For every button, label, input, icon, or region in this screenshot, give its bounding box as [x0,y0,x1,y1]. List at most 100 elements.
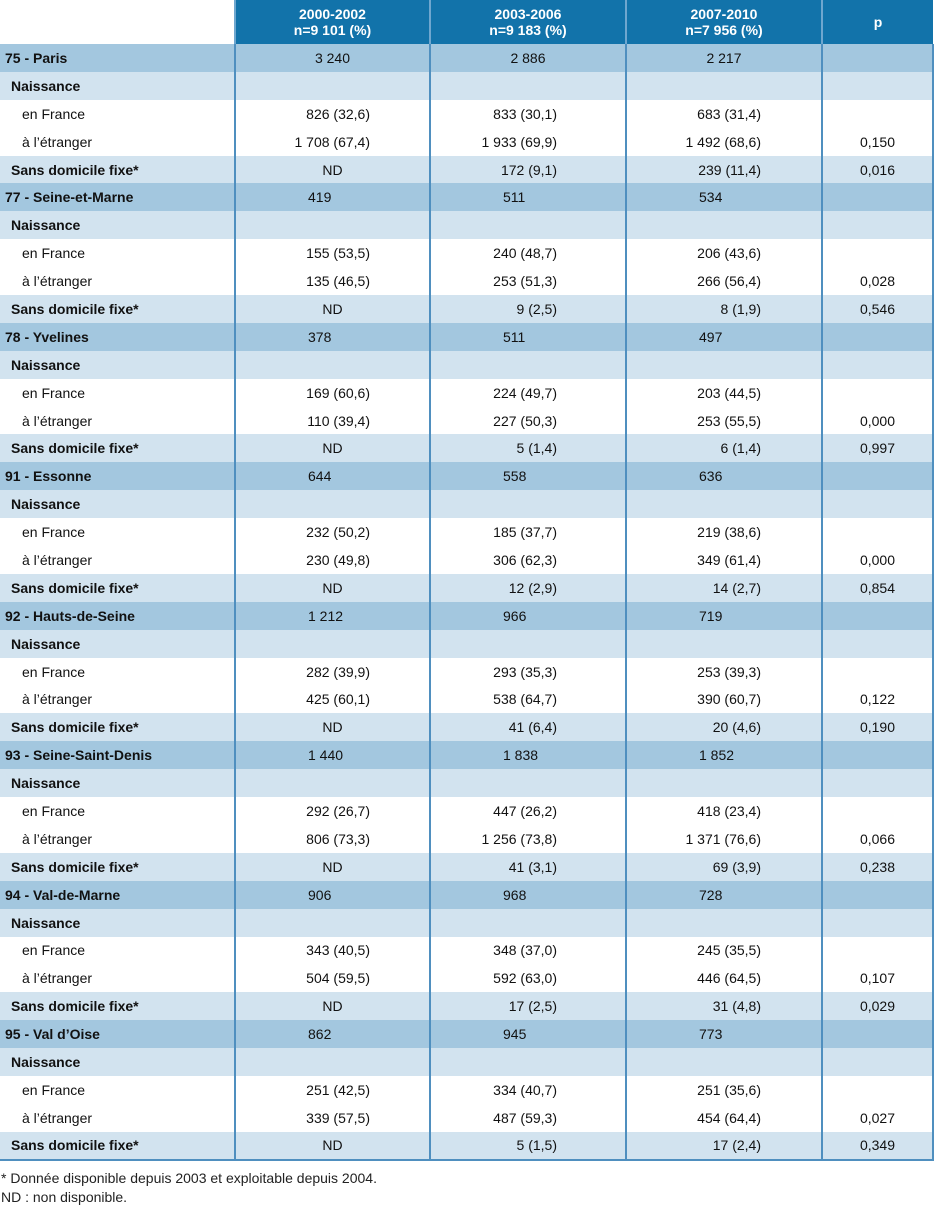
header-period-label: 2007-2010 [690,6,758,22]
footnote-nd: ND : non disponible. [1,1188,128,1205]
total-cell: 511 [429,322,626,351]
total-cell: 906 [234,880,430,909]
value-cell: 253 (55,5) [625,406,822,435]
value-cell: 169 (60,6) [234,378,430,407]
empty-cell [429,71,626,100]
total-cell: 636 [625,462,822,491]
value-cell: 5 (1,5) [429,1131,626,1161]
en-france-label: en France [0,239,235,268]
value-cell: ND [234,713,430,742]
naissance-row: Naissance [0,629,934,658]
value-cell: 826 (32,6) [234,99,430,128]
header-period-label: 2000-2002 [299,6,366,22]
value-cell: ND [234,155,430,184]
p-value-cell: 0,107 [821,964,934,993]
value-cell: 203 (44,5) [625,378,822,407]
naissance-row: Naissance [0,211,934,240]
empty-cell [429,629,626,658]
sans-domicile-fixe-row: Sans domicile fixe* ND 9 (2,5) 8 (1,9) 0,546 [0,295,934,323]
naissance-label: Naissance [0,71,235,100]
department-row: 93 - Seine-Saint-Denis 1 440 1 838 1 852 [0,741,934,770]
p-value-cell: 0,016 [821,155,934,184]
naissance-row: Naissance [0,908,934,937]
value-cell: 447 (26,2) [429,797,626,825]
p-value-cell [821,769,934,798]
footnotes: * Donnée disponible depuis 2003 et explo… [0,1169,934,1207]
p-value-cell: 0,000 [821,546,934,574]
header-count-label: n=7 956 (%) [685,22,763,38]
value-cell: 343 (40,5) [234,936,430,965]
value-cell: 227 (50,3) [429,406,626,435]
value-cell: 390 (60,7) [625,685,822,714]
value-cell: 155 (53,5) [234,239,430,268]
total-cell: 1 838 [429,741,626,770]
p-value-cell [821,880,934,909]
p-value-cell: 0,546 [821,295,934,323]
value-cell: 251 (42,5) [234,1075,430,1104]
en-france-row: en France 343 (40,5) 348 (37,0) 245 (35,5) [0,936,934,965]
value-cell: 17 (2,5) [429,992,626,1021]
total-cell: 773 [625,1020,822,1049]
total-cell: 497 [625,322,822,351]
value-cell: 232 (50,2) [234,518,430,547]
value-cell: 5 (1,4) [429,434,626,463]
total-cell: 558 [429,462,626,491]
department-row: 92 - Hauts-de-Seine 1 212 966 719 [0,601,934,630]
empty-cell [429,211,626,240]
data-table: 2000-2002 n=9 101 (%) 2003-2006 n=9 183 … [0,0,934,1161]
total-cell: 534 [625,183,822,212]
empty-cell [625,769,822,798]
value-cell: 293 (35,3) [429,657,626,686]
value-cell: 1 492 (68,6) [625,127,822,156]
value-cell: 135 (46,5) [234,267,430,296]
value-cell: 253 (39,3) [625,657,822,686]
en-france-label: en France [0,99,235,128]
p-value-cell [821,1020,934,1049]
empty-cell [429,908,626,937]
p-value-cell [821,908,934,937]
sans-domicile-fixe-row: Sans domicile fixe* ND 41 (6,4) 20 (4,6) 0,1… [0,713,934,742]
en-france-label: en France [0,797,235,825]
p-value-cell: 0,122 [821,685,934,714]
sans-domicile-fixe-row: Sans domicile fixe* ND 5 (1,5) 17 (2,4) 0,34… [0,1131,934,1161]
value-cell: 20 (4,6) [625,713,822,742]
department-row: 95 - Val d’Oise 862 945 773 [0,1020,934,1049]
p-value-cell [821,490,934,519]
value-cell: 1 256 (73,8) [429,824,626,853]
value-cell: 339 (57,5) [234,1103,430,1132]
table-body: 75 - Paris 3 240 2 886 2 217 Naissance en Fra… [0,44,934,1161]
naissance-label: Naissance [0,211,235,240]
p-value-cell: 0,190 [821,713,934,742]
sans-domicile-fixe-row: Sans domicile fixe* ND 172 (9,1) 239 (11,4)… [0,155,934,184]
p-value-cell [821,239,934,268]
value-cell: ND [234,852,430,881]
sdf-label: Sans domicile fixe* [0,573,235,602]
value-cell: ND [234,992,430,1021]
value-cell: 334 (40,7) [429,1075,626,1104]
value-cell: 245 (35,5) [625,936,822,965]
value-cell: 240 (48,7) [429,239,626,268]
p-value-cell [821,657,934,686]
etranger-row: à l’étranger 1 708 (67,4) 1 933 (69,9) 1 49… [0,127,934,156]
value-cell: 425 (60,1) [234,685,430,714]
empty-cell [429,350,626,379]
department-name: 75 - Paris [0,44,235,72]
total-cell: 1 440 [234,741,430,770]
naissance-label: Naissance [0,350,235,379]
etranger-row: à l’étranger 806 (73,3) 1 256 (73,8) 1 371 … [0,824,934,853]
empty-cell [625,908,822,937]
value-cell: 538 (64,7) [429,685,626,714]
value-cell: ND [234,434,430,463]
p-value-cell [821,183,934,212]
value-cell: 14 (2,7) [625,573,822,602]
value-cell: 446 (64,5) [625,964,822,993]
p-value-cell: 0,028 [821,267,934,296]
empty-cell [234,908,430,937]
department-row: 78 - Yvelines 378 511 497 [0,322,934,351]
value-cell: 418 (23,4) [625,797,822,825]
sans-domicile-fixe-row: Sans domicile fixe* ND 17 (2,5) 31 (4,8) 0,0… [0,992,934,1021]
value-cell: 17 (2,4) [625,1131,822,1161]
etranger-row: à l’étranger 230 (49,8) 306 (62,3) 349 (61,… [0,546,934,574]
footnote-availability: * Donnée disponible depuis 2003 et explo… [1,1169,377,1186]
etranger-row: à l’étranger 339 (57,5) 487 (59,3) 454 (64,… [0,1103,934,1132]
